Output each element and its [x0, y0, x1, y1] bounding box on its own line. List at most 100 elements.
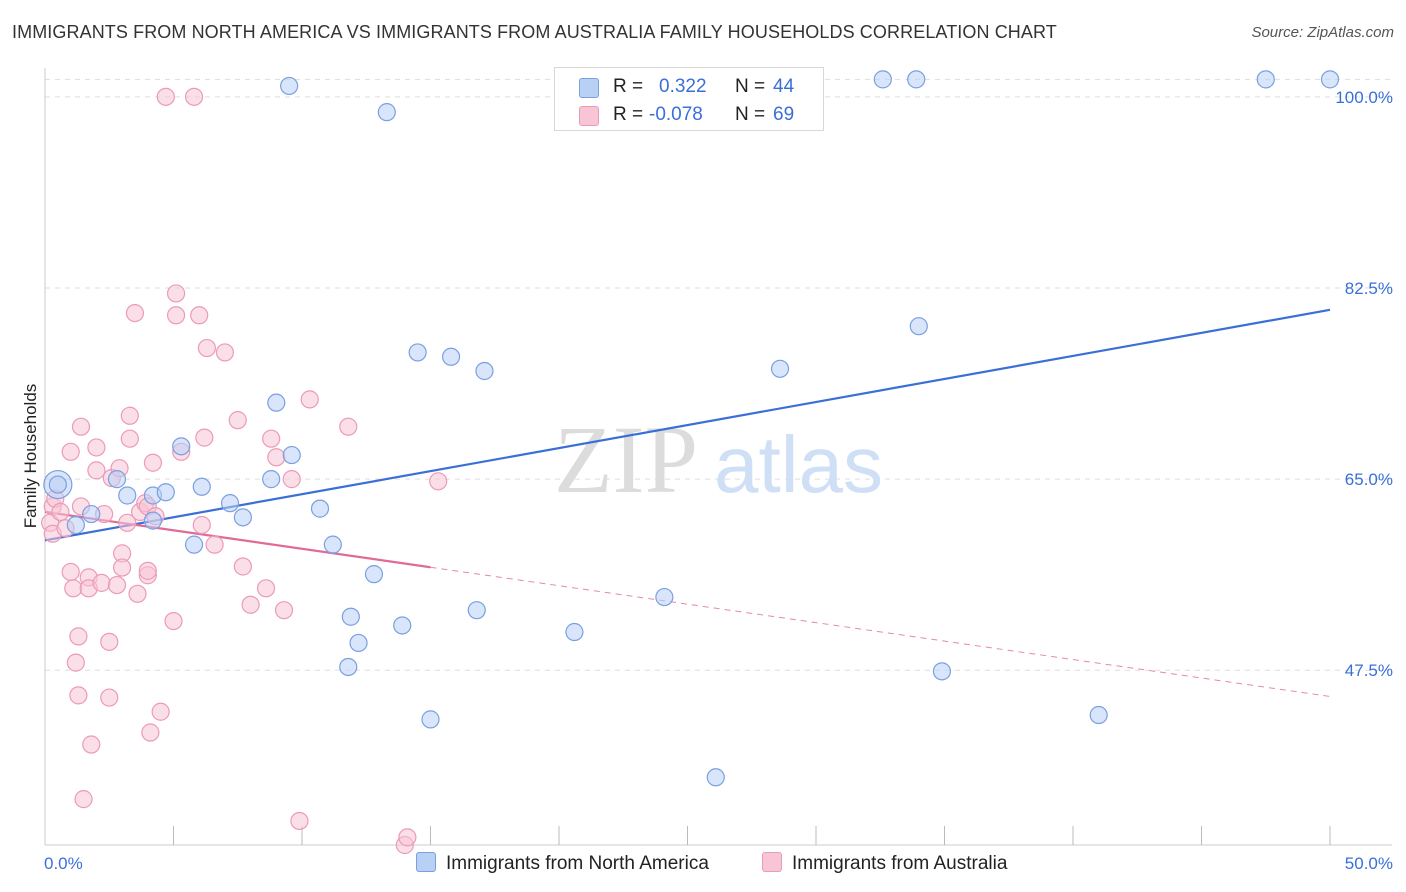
- bottom-legend-swatch-pink: [762, 852, 782, 872]
- watermark-atlas: atlas: [714, 420, 883, 509]
- x-tick-label: 50.0%: [1345, 854, 1393, 873]
- data-point-north-america: [1256, 70, 1275, 89]
- tick-labels: 47.5% 65.0% 82.5% 100.0% 0.0% 50.0%: [44, 88, 1393, 873]
- y-tick-label: 65.0%: [1345, 470, 1393, 489]
- data-point-australia: [87, 461, 106, 480]
- watermark: ZIP atlas: [554, 406, 883, 513]
- legend-r-label: R =: [613, 104, 644, 125]
- data-point-australia: [398, 828, 417, 847]
- data-point-australia: [128, 584, 147, 603]
- data-point-north-america: [341, 607, 360, 626]
- data-point-north-america: [932, 662, 952, 681]
- legend-n-value: 69: [773, 104, 795, 125]
- chart-source: Source: ZipAtlas.com: [1251, 24, 1394, 41]
- data-point-north-america: [233, 508, 252, 527]
- data-point-north-america: [156, 483, 175, 502]
- data-point-north-america: [184, 535, 204, 554]
- data-point-australia: [151, 702, 170, 721]
- y-tick-label: 82.5%: [1345, 279, 1393, 298]
- data-point-australia: [61, 442, 80, 461]
- data-point-north-america: [310, 499, 330, 518]
- legend-n-value: 44: [773, 76, 795, 97]
- data-point-north-america: [82, 504, 101, 524]
- data-point-north-america: [262, 470, 281, 489]
- bottom-legend-north-america: Immigrants from North America: [416, 852, 709, 875]
- data-point-north-america: [909, 317, 928, 336]
- grid-lines: [45, 78, 1392, 671]
- data-point-north-america: [107, 470, 127, 489]
- data-point-north-america: [192, 477, 211, 496]
- data-point-north-america: [349, 633, 368, 653]
- data-point-north-america: [467, 601, 486, 620]
- data-point-australia: [267, 448, 286, 467]
- data-point-australia: [141, 723, 160, 742]
- data-point-australia: [107, 575, 127, 595]
- data-point-north-america: [421, 710, 440, 729]
- data-point-australia: [256, 579, 276, 598]
- legend-r-value: 0.322: [659, 76, 707, 97]
- data-point-australia: [233, 557, 252, 576]
- data-point-australia: [69, 627, 88, 646]
- legend-r-label: R =: [613, 76, 644, 97]
- data-point-australia: [195, 428, 214, 447]
- data-point-north-america: [565, 622, 584, 642]
- data-point-australia: [197, 338, 217, 358]
- data-point-australia: [156, 87, 175, 106]
- legend-swatch-pink: [579, 106, 599, 126]
- chart-title: IMMIGRANTS FROM NORTH AMERICA VS IMMIGRA…: [12, 22, 1057, 42]
- legend-swatch-blue: [579, 78, 599, 98]
- data-point-australia: [205, 535, 224, 554]
- data-point-australia: [192, 515, 211, 535]
- data-point-australia: [61, 562, 80, 582]
- data-point-australia: [120, 406, 139, 425]
- data-point-australia: [87, 438, 106, 457]
- bottom-legend-australia: Immigrants from Australia: [762, 852, 1007, 875]
- data-point-australia: [274, 601, 294, 620]
- series-australia-points: [41, 87, 448, 855]
- data-point-north-america: [143, 511, 163, 530]
- data-point-australia: [100, 632, 119, 651]
- data-point-north-america: [323, 535, 342, 554]
- series-north-america-points: [43, 70, 1340, 787]
- data-point-australia: [300, 390, 319, 409]
- data-point-north-america: [364, 565, 384, 584]
- legend-n-label: N =: [735, 76, 766, 97]
- data-point-australia: [100, 688, 119, 707]
- stats-legend: R = 0.322 N = 44 R = -0.078 N = 69: [554, 67, 824, 131]
- data-point-north-america: [377, 103, 396, 122]
- data-point-australia: [262, 429, 281, 448]
- axes: [44, 68, 1392, 846]
- bottom-legend-swatch-blue: [416, 852, 436, 872]
- trend-line-australia-extension: [430, 566, 1331, 697]
- data-point-north-america: [118, 486, 137, 505]
- data-point-australia: [82, 735, 101, 754]
- data-point-australia: [92, 573, 111, 592]
- data-point-north-america: [441, 347, 461, 366]
- data-point-australia: [120, 429, 139, 448]
- data-point-north-america: [1089, 705, 1108, 725]
- data-point-north-america: [66, 515, 85, 535]
- data-point-australia: [290, 811, 309, 831]
- data-point-north-america: [408, 343, 427, 362]
- data-point-north-america: [907, 70, 926, 89]
- data-point-australia: [69, 686, 88, 705]
- data-point-australia: [164, 611, 183, 631]
- data-point-north-america: [267, 393, 286, 412]
- data-point-north-america: [282, 445, 301, 465]
- bottom-legend-label: Immigrants from North America: [446, 853, 709, 874]
- data-point-australia: [166, 284, 186, 303]
- data-point-australia: [138, 561, 157, 580]
- data-point-australia: [71, 417, 91, 436]
- data-point-australia: [241, 595, 260, 614]
- data-point-north-america: [393, 616, 412, 635]
- data-point-north-america: [1320, 70, 1340, 89]
- data-point-australia: [118, 513, 137, 532]
- data-point-north-america: [655, 587, 674, 607]
- data-point-australia: [74, 790, 93, 809]
- data-point-australia: [112, 558, 132, 577]
- data-point-australia: [51, 502, 70, 521]
- y-tick-label: 47.5%: [1345, 661, 1393, 680]
- data-point-australia: [190, 306, 209, 325]
- data-point-australia: [282, 470, 301, 489]
